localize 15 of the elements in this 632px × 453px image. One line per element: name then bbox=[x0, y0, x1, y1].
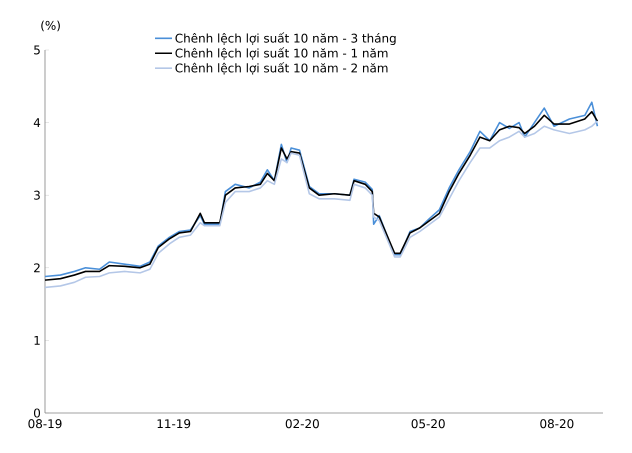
y-axis-title: (%) bbox=[41, 20, 60, 32]
y-tick-label: 5 bbox=[34, 46, 40, 54]
legend-label: Chênh lệch lợi suất 10 năm - 3 tháng bbox=[175, 32, 396, 46]
legend-label: Chênh lệch lợi suất 10 năm - 1 năm bbox=[175, 47, 388, 60]
y-tick-label: 4 bbox=[34, 118, 40, 127]
x-tick-label: 05-20 bbox=[412, 419, 445, 428]
y-tick-label: 3 bbox=[34, 190, 40, 200]
x-tick-label: 02-20 bbox=[286, 419, 319, 428]
x-tick-label: 08-19 bbox=[28, 419, 62, 428]
x-tick-label: 11-19 bbox=[158, 419, 190, 428]
y-tick-label: 0 bbox=[34, 408, 40, 418]
x-tick-label: 08-20 bbox=[540, 419, 574, 428]
y-tick-label: 2 bbox=[34, 263, 40, 272]
legend-label: Chênh lệch lợi suất 10 năm - 2 năm bbox=[175, 62, 388, 75]
y-tick-label: 1 bbox=[34, 336, 40, 345]
